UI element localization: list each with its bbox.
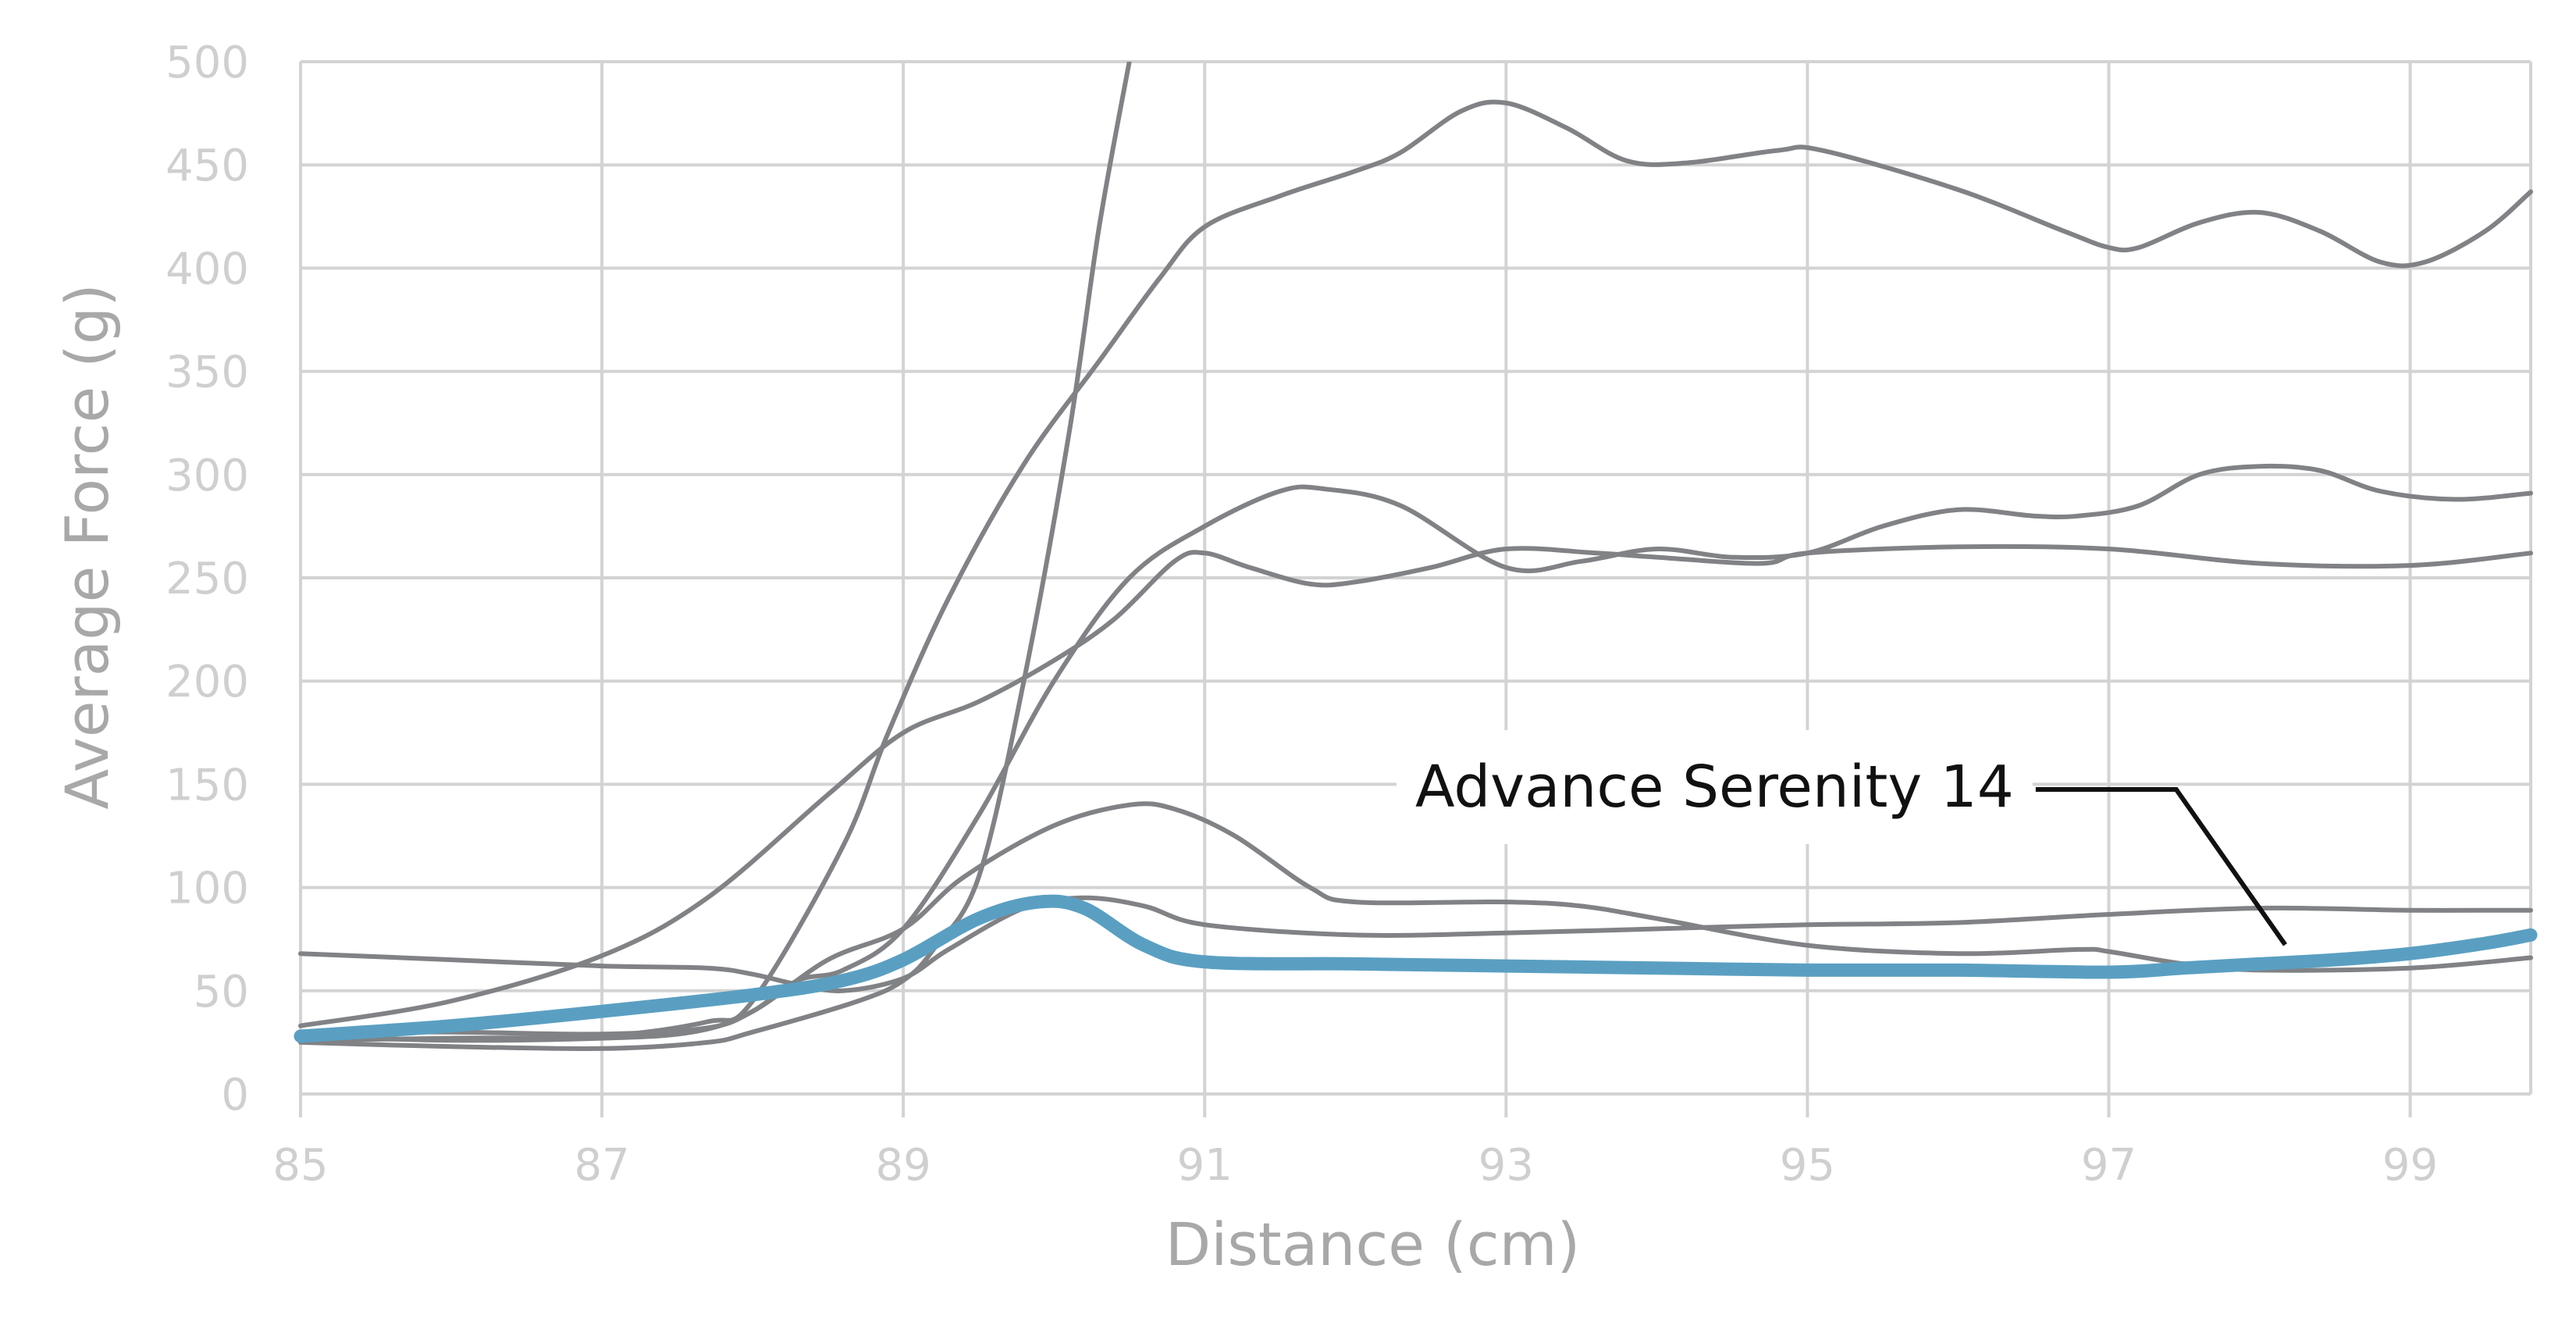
annotation: Advance Serenity 14 xyxy=(1397,730,2287,946)
x-tick-label: 97 xyxy=(2081,1140,2137,1191)
series-line xyxy=(298,99,2533,1043)
y-tick-label: 50 xyxy=(194,967,249,1017)
x-tick-label: 99 xyxy=(2382,1140,2438,1191)
y-axis-title: Average Force (g) xyxy=(52,283,122,810)
y-tick-label: 500 xyxy=(165,37,249,88)
y-tick-label: 250 xyxy=(165,554,249,604)
y-tick-label: 200 xyxy=(165,657,249,707)
x-tick-label: 89 xyxy=(876,1140,931,1191)
series-line xyxy=(298,62,1132,1052)
y-tick-label: 100 xyxy=(165,864,249,914)
annotation-leader-line xyxy=(2035,787,2287,946)
x-axis-title: Distance (cm) xyxy=(1165,1210,1581,1279)
y-tick-label: 150 xyxy=(165,760,249,811)
x-tick-label: 93 xyxy=(1478,1140,1534,1191)
series-line xyxy=(298,895,2533,993)
series-line xyxy=(298,543,2533,1028)
tick-labels: 0 50 100 150 200 250 300 350 400 450 500 85 87 89 91 93… xyxy=(165,37,2438,1191)
x-tick-label: 95 xyxy=(1780,1140,1835,1191)
x-tick-label: 91 xyxy=(1177,1140,1233,1191)
x-tick-label: 87 xyxy=(574,1140,629,1191)
series-lines xyxy=(294,62,2538,1052)
annotation-label: Advance Serenity 14 xyxy=(1415,754,2014,821)
y-tick-label: 0 xyxy=(221,1070,249,1121)
series-line-highlight xyxy=(294,894,2538,1043)
y-tick-label: 300 xyxy=(165,451,249,501)
y-tick-label: 450 xyxy=(165,141,249,191)
x-tick-label: 85 xyxy=(272,1140,328,1191)
y-tick-label: 400 xyxy=(165,244,249,294)
annotation-background xyxy=(1397,730,2033,844)
grid xyxy=(299,60,2532,1117)
y-tick-label: 350 xyxy=(165,347,249,398)
